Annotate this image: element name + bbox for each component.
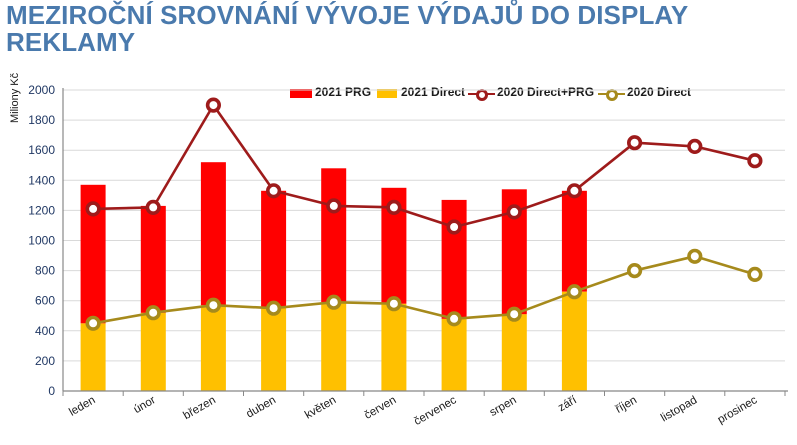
svg-text:listopad: listopad bbox=[659, 394, 699, 424]
svg-text:březen: březen bbox=[181, 394, 217, 422]
svg-text:duben: duben bbox=[244, 394, 278, 420]
svg-text:květen: květen bbox=[303, 394, 338, 421]
svg-text:1600: 1600 bbox=[28, 143, 55, 157]
svg-text:1200: 1200 bbox=[28, 203, 55, 217]
svg-text:srpen: srpen bbox=[488, 394, 519, 419]
svg-text:400: 400 bbox=[35, 324, 55, 338]
svg-text:200: 200 bbox=[35, 354, 55, 368]
svg-text:září: září bbox=[556, 394, 579, 414]
svg-text:1000: 1000 bbox=[28, 234, 55, 248]
svg-text:červenec: červenec bbox=[412, 394, 459, 428]
svg-text:2000: 2000 bbox=[28, 83, 55, 97]
svg-text:1400: 1400 bbox=[28, 173, 55, 187]
svg-text:leden: leden bbox=[67, 394, 97, 418]
svg-text:říjen: říjen bbox=[614, 394, 639, 416]
svg-text:1800: 1800 bbox=[28, 113, 55, 127]
svg-text:800: 800 bbox=[35, 264, 55, 278]
svg-text:0: 0 bbox=[48, 384, 55, 398]
svg-text:600: 600 bbox=[35, 294, 55, 308]
svg-text:únor: únor bbox=[132, 394, 158, 416]
svg-text:prosinec: prosinec bbox=[716, 394, 760, 426]
svg-text:červen: červen bbox=[362, 394, 398, 422]
